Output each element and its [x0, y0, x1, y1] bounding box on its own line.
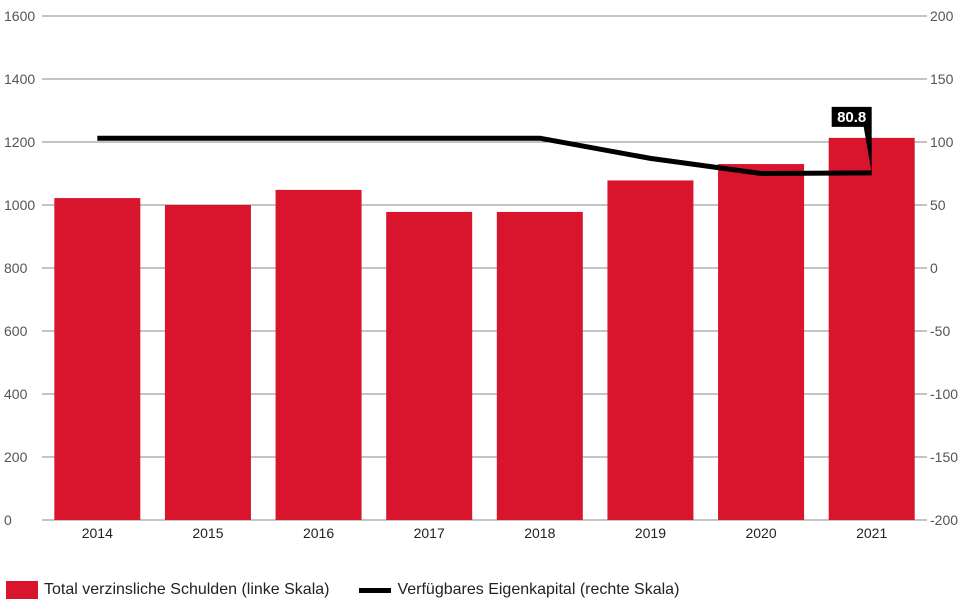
right-tick-label: 0 — [930, 260, 938, 276]
legend-item-bars: Total verzinsliche Schulden (linke Skala… — [6, 581, 329, 599]
right-tick-label: 150 — [930, 71, 954, 87]
left-tick-label: 400 — [4, 386, 28, 402]
x-tick-label: 2015 — [192, 525, 223, 541]
x-tick-label: 2018 — [524, 525, 555, 541]
x-tick-label: 2014 — [82, 525, 113, 541]
bar — [607, 180, 694, 520]
bar-series — [54, 137, 915, 521]
right-tick-label: -100 — [930, 386, 958, 402]
bar — [164, 205, 251, 520]
data-label-box — [831, 106, 872, 173]
left-tick-label: 1400 — [4, 71, 35, 87]
legend-label-bars: Total verzinsliche Schulden (linke Skala… — [44, 581, 330, 598]
bar — [275, 189, 362, 520]
right-tick-label: -50 — [930, 323, 950, 339]
left-tick-label: 1000 — [4, 197, 35, 213]
legend-swatch-line — [359, 587, 392, 593]
x-axis: 2014 2015 2016 2017 2018 2019 2020 2021 — [82, 525, 888, 541]
x-tick-label: 2020 — [745, 525, 776, 541]
legend-label-line: Verfügbares Eigenkapital (rechte Skala) — [397, 581, 680, 598]
legend-swatch-bars — [6, 581, 38, 599]
right-tick-label: -150 — [930, 449, 958, 465]
data-label-text: 80.8 — [837, 109, 866, 126]
right-tick-label: 200 — [930, 8, 954, 24]
bar — [54, 198, 141, 520]
x-tick-label: 2019 — [635, 525, 666, 541]
left-tick-label: 1600 — [4, 8, 35, 24]
right-tick-label: -200 — [930, 512, 958, 528]
line-path — [97, 135, 872, 176]
right-tick-label: 100 — [930, 134, 954, 150]
left-tick-label: 200 — [4, 449, 28, 465]
legend: Total verzinsliche Schulden (linke Skala… — [6, 578, 709, 602]
right-axis: -200 -150 -100 -50 0 50 100 150 200 — [930, 8, 958, 528]
bar — [386, 211, 473, 520]
left-axis: 0 200 400 600 800 1000 1200 1400 1600 — [4, 8, 35, 528]
left-tick-label: 600 — [4, 323, 28, 339]
line-series — [97, 135, 872, 176]
left-tick-label: 1200 — [4, 134, 35, 150]
x-tick-label: 2017 — [414, 525, 445, 541]
x-tick-label: 2016 — [303, 525, 334, 541]
right-tick-label: 50 — [930, 197, 946, 213]
bar — [718, 164, 805, 521]
bar — [496, 211, 583, 520]
left-tick-label: 800 — [4, 260, 28, 276]
left-tick-label: 0 — [4, 512, 12, 528]
x-tick-label: 2021 — [856, 525, 887, 541]
bar — [828, 137, 915, 520]
data-label: 80.8 — [831, 106, 872, 173]
legend-item-line: Verfügbares Eigenkapital (rechte Skala) — [359, 581, 679, 599]
